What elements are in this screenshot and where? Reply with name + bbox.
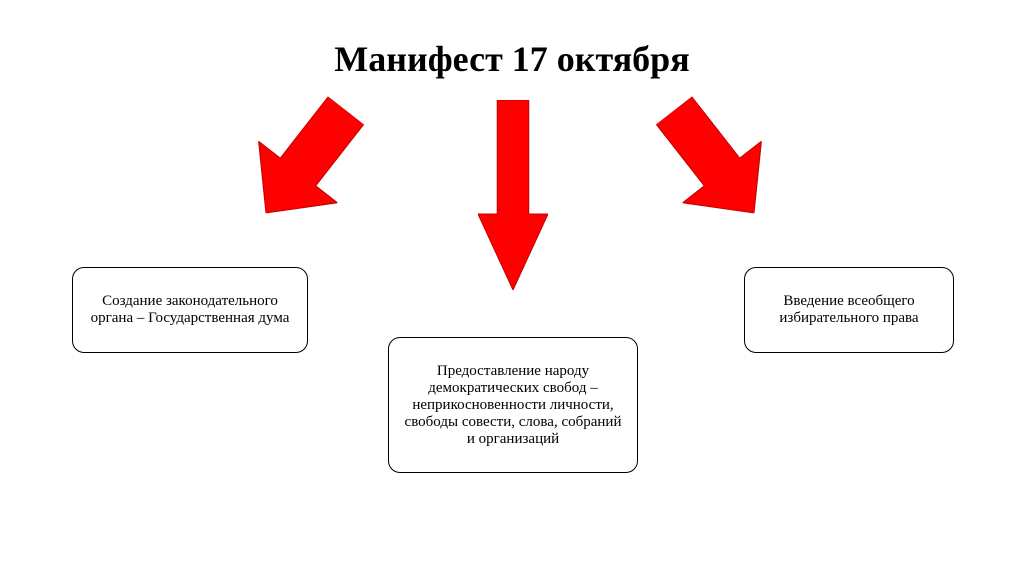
arrow-left (227, 80, 386, 244)
node-right-label: Введение всеобщего избирательного права (755, 293, 943, 327)
arrow-right (635, 80, 794, 244)
node-right: Введение всеобщего избирательного права (744, 267, 954, 353)
node-center: Предоставление народу демократических св… (388, 337, 638, 473)
diagram-title: Манифест 17 октября (0, 38, 1024, 80)
node-left: Создание законодательного органа – Госуд… (72, 267, 308, 353)
arrow-center (478, 100, 548, 290)
node-left-label: Создание законодательного органа – Госуд… (83, 293, 297, 327)
node-center-label: Предоставление народу демократических св… (399, 363, 627, 448)
